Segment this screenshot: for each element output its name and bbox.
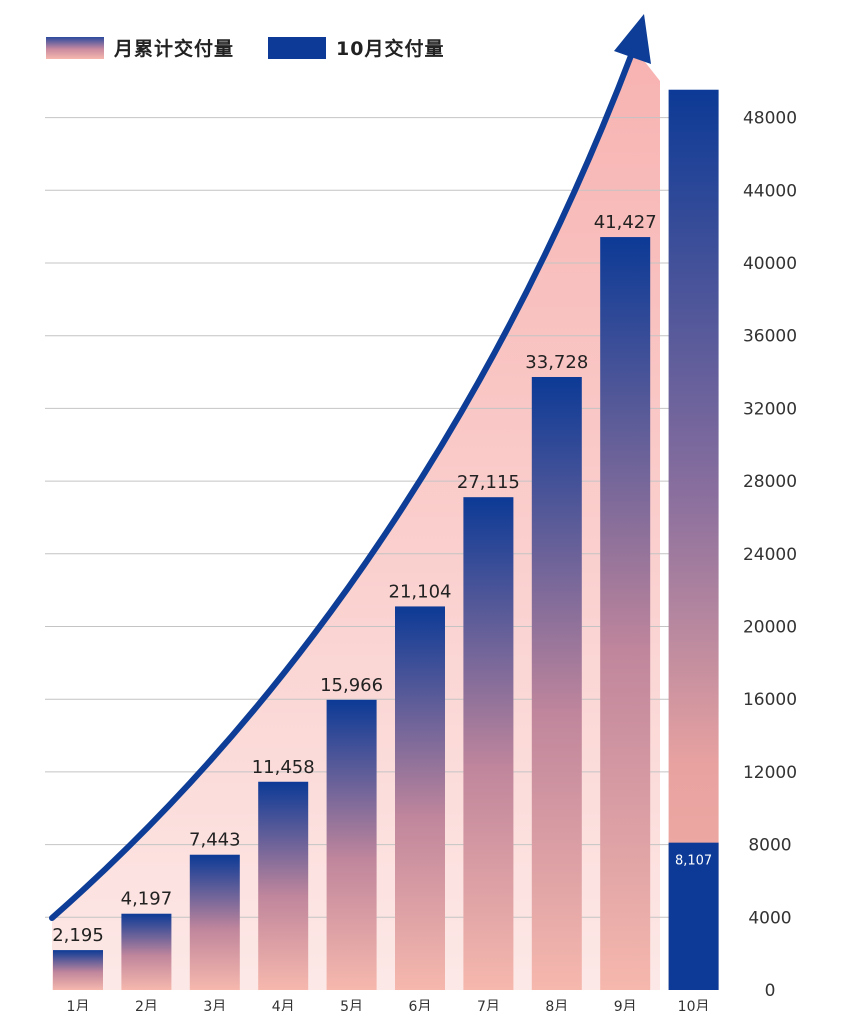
y-tick-label: 24000 xyxy=(743,545,797,565)
bar-cumulative xyxy=(463,497,514,990)
data-label-october: 8,107 xyxy=(675,854,712,869)
x-tick-label: 9月 xyxy=(614,999,637,1011)
bar-cumulative xyxy=(531,376,582,990)
y-tick-label: 28000 xyxy=(743,472,797,492)
data-label: 27,115 xyxy=(457,472,520,493)
x-tick-label: 3月 xyxy=(203,999,226,1011)
y-tick-label: 12000 xyxy=(743,763,797,783)
y-tick-label: 40000 xyxy=(743,254,797,274)
data-label: 33,728 xyxy=(525,352,588,373)
legend-item-october: 10月交付量 xyxy=(268,34,444,61)
bar-cumulative xyxy=(600,237,651,990)
y-tick-label: 32000 xyxy=(743,399,797,419)
trend-arrow-head xyxy=(614,14,651,64)
y-tick-label: 44000 xyxy=(743,181,797,201)
x-tick-label: 4月 xyxy=(272,999,295,1011)
chart-legend: 月累计交付量 10月交付量 xyxy=(46,34,478,61)
x-tick-label: 7月 xyxy=(477,999,500,1011)
x-tick-label: 2月 xyxy=(135,999,158,1011)
x-tick-label: 6月 xyxy=(409,999,432,1011)
y-tick-label: 16000 xyxy=(743,690,797,710)
trend-arrow-line xyxy=(49,45,637,921)
data-label: 7,443 xyxy=(189,830,241,851)
y-tick-label: 48000 xyxy=(743,109,797,129)
bar-cumulative xyxy=(668,89,719,991)
y-tick-label: 20000 xyxy=(743,618,797,638)
bar-cumulative xyxy=(121,913,172,990)
data-label: 15,966 xyxy=(320,675,383,696)
y-tick-label: 4000 xyxy=(748,908,791,928)
bar-cumulative xyxy=(53,950,103,990)
bar-october xyxy=(668,842,719,990)
x-tick-label: 5月 xyxy=(340,999,363,1011)
x-tick-label: 8月 xyxy=(545,999,568,1011)
data-label: 4,197 xyxy=(121,889,173,910)
data-label: 41,427 xyxy=(594,212,657,233)
bar-cumulative xyxy=(326,699,377,990)
data-label: 21,104 xyxy=(389,581,452,602)
legend-swatch-cumulative xyxy=(46,36,104,59)
legend-label-october: 10月交付量 xyxy=(336,38,445,60)
legend-swatch-october xyxy=(268,36,327,59)
bar-cumulative xyxy=(258,781,309,990)
y-tick-label: 8000 xyxy=(748,836,791,856)
y-tick-label: 36000 xyxy=(743,327,797,347)
legend-label-cumulative: 月累计交付量 xyxy=(114,38,235,60)
y-tick-label: 0 xyxy=(765,981,776,1001)
x-tick-label: 1月 xyxy=(67,999,90,1011)
bar-cumulative xyxy=(189,854,240,990)
legend-item-cumulative: 月累计交付量 xyxy=(46,34,234,61)
x-tick-label: 10月 xyxy=(678,999,710,1011)
bar-cumulative xyxy=(395,606,445,990)
data-label: 2,195 xyxy=(52,925,104,946)
data-label: 11,458 xyxy=(252,757,315,778)
